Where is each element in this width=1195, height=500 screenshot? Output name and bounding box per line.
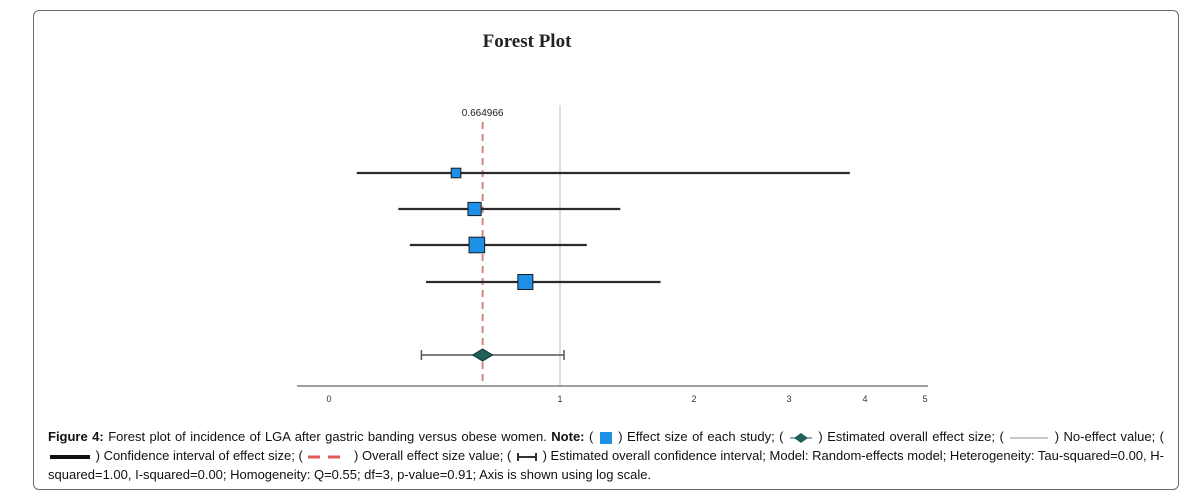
x-tick-label: 4 [862, 394, 867, 404]
x-tick-label: 5 [922, 394, 927, 404]
x-tick-label: 0 [326, 394, 331, 404]
x-tick-label: 1 [557, 394, 562, 404]
overall-value-dashed-icon [308, 454, 349, 460]
study-effect-box [468, 236, 486, 254]
caption-label: Figure 4: [48, 429, 104, 444]
caption-text: ( [584, 429, 598, 444]
study-effect-box [517, 274, 534, 290]
overall-ci-bracket-icon [516, 451, 537, 463]
caption-text: ) Estimated overall effect size; ( [813, 429, 1009, 444]
ci-line-icon [50, 454, 90, 460]
x-tick-label: 2 [691, 394, 696, 404]
caption-text: ) Overall effect size value; ( [350, 448, 515, 463]
caption-text: ) Effect size of each study; ( [613, 429, 788, 444]
chart-title: Forest Plot [483, 31, 572, 52]
x-tick-label: 3 [786, 394, 791, 404]
figure-caption: Figure 4: Forest plot of incidence of LG… [48, 427, 1164, 484]
caption-text: Forest plot of incidence of LGA after ga… [103, 429, 552, 444]
study-effect-box [467, 201, 482, 217]
caption-text: ) Estimated overall confidence interval;… [48, 448, 1164, 482]
forest-plot: Forest Plot 0.664966 0 1 2 3 4 5 [297, 31, 928, 404]
study-effect-box [450, 167, 462, 179]
caption-note: Note: [551, 429, 585, 444]
overall-diamond-icon [789, 432, 812, 443]
figure-frame [33, 10, 1179, 490]
caption-text: ) Confidence interval of effect size; ( [92, 448, 307, 463]
overall-diamond [471, 348, 494, 362]
no-effect-line-icon [1010, 435, 1049, 441]
overall-effect-label: 0.664966 [462, 108, 504, 119]
caption-text: ) No-effect value; ( [1050, 429, 1164, 444]
effect-size-square-icon [599, 431, 612, 444]
